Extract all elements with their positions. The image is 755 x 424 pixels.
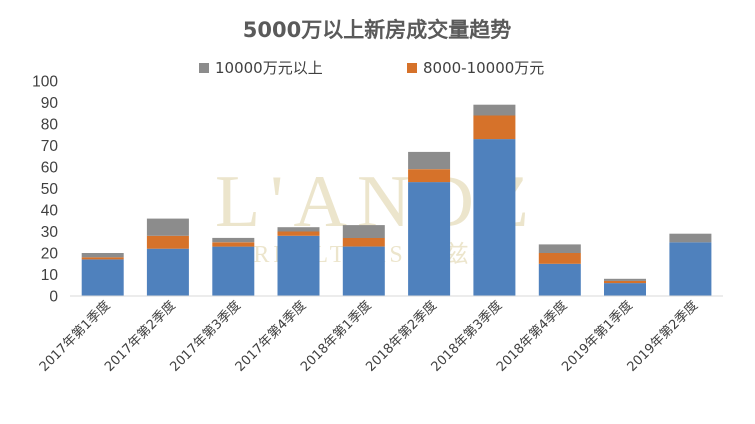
y-tick-label: 50 — [41, 181, 59, 198]
bar-segment-s0-9 — [669, 242, 712, 297]
legend-label-0: 10000万元以上 — [215, 59, 323, 77]
bar-segment-s2-3 — [277, 227, 320, 232]
bar-segment-s1-3 — [277, 231, 320, 236]
bar-segment-s1-7 — [538, 253, 581, 264]
bar-segment-s2-9 — [669, 233, 712, 243]
bar-segment-s1-5 — [408, 169, 451, 183]
y-axis: 0 10 20 30 40 50 60 70 80 90 100 — [32, 74, 58, 306]
y-tick-label: 70 — [41, 138, 59, 155]
bar-segment-s0-6 — [473, 139, 516, 296]
bar-segment-s0-5 — [408, 182, 451, 296]
bar-segment-s1-2 — [212, 242, 255, 247]
legend-swatch-0 — [199, 63, 209, 73]
bar-segment-s1-4 — [342, 237, 385, 247]
bar-segment-s0-2 — [212, 246, 255, 296]
y-tick-label: 80 — [41, 117, 59, 134]
bar-segment-s2-0 — [81, 253, 124, 258]
y-tick-label: 40 — [41, 203, 59, 220]
y-tick-label: 30 — [41, 224, 59, 241]
bar-segment-s2-6 — [473, 104, 516, 116]
y-tick-label: 10 — [41, 267, 59, 284]
bar-segment-s2-2 — [212, 237, 255, 243]
y-tick-label: 60 — [41, 160, 59, 177]
bar-segment-s0-0 — [81, 259, 124, 296]
bar-segment-s1-8 — [604, 280, 646, 284]
x-axis: 2017年第1季度2017年第2季度2017年第3季度2017年第4季度2018… — [36, 298, 701, 375]
legend-label-1: 8000-10000万元 — [423, 59, 544, 77]
y-tick-label: 90 — [41, 95, 59, 112]
bar-segment-s0-1 — [146, 248, 189, 296]
legend: 10000万元以上 8000-10000万元 — [199, 59, 544, 77]
legend-swatch-1 — [407, 63, 417, 73]
bar-segment-s0-4 — [342, 246, 385, 296]
chart-title: 5000万以上新房成交量趋势 — [243, 18, 511, 42]
bar-segment-s2-8 — [604, 278, 646, 281]
bar-segment-s1-0 — [81, 257, 124, 260]
bar-segment-s0-3 — [277, 235, 320, 296]
bar-segment-s0-8 — [604, 283, 646, 296]
bar-segment-s1-1 — [146, 235, 189, 249]
y-tick-label: 100 — [32, 74, 58, 91]
bar-segment-s1-6 — [473, 115, 516, 140]
bar-segment-s0-7 — [538, 263, 581, 297]
y-tick-label: 20 — [41, 246, 59, 263]
bar-segment-s2-1 — [146, 218, 189, 236]
bars — [81, 104, 712, 297]
bar-segment-s2-4 — [342, 225, 385, 238]
y-tick-label: 0 — [49, 289, 58, 306]
bar-segment-s2-5 — [408, 151, 451, 170]
bar-segment-s2-7 — [538, 244, 581, 253]
